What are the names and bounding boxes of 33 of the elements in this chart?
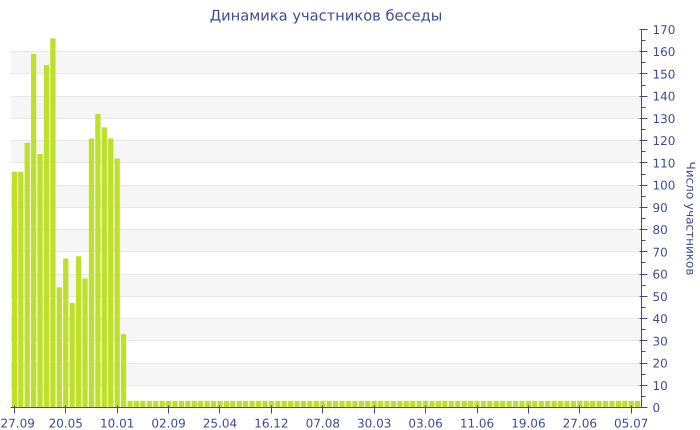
x-tick-label: 20.05 <box>48 416 83 430</box>
x-tick-label: 03.06 <box>408 416 443 430</box>
y-tick-label: 130 <box>652 112 676 126</box>
y-tick-label: 80 <box>652 223 668 238</box>
y-tick-label: 0 <box>652 401 660 415</box>
x-tick-label: 16.12 <box>254 416 289 430</box>
y-tick-label: 50 <box>652 290 668 304</box>
x-tick-label: 05.07 <box>614 416 648 430</box>
y-tick-label: 140 <box>652 90 676 104</box>
y-tick-label: 120 <box>652 134 676 148</box>
x-tick-label: 02.09 <box>151 416 186 430</box>
y-tick-label: 10 <box>652 378 668 393</box>
y-tick-label: 60 <box>652 268 668 282</box>
x-tick-label: 10.01 <box>100 416 134 430</box>
y-tick-label: 90 <box>652 200 668 215</box>
y-tick-label: 110 <box>652 156 676 170</box>
x-tick-label: 27.09 <box>0 416 35 430</box>
x-tick-label: 30.03 <box>357 416 392 430</box>
y-tick-label: 20 <box>652 356 668 371</box>
chart-title: Динамика участников беседы <box>210 8 442 24</box>
y-axis-title: Число участников <box>683 162 698 276</box>
x-tick-label: 11.06 <box>460 416 494 430</box>
y-tick-label: 160 <box>652 45 676 60</box>
x-tick-label: 07.08 <box>306 416 340 430</box>
y-tick-label: 150 <box>652 67 676 82</box>
y-tick-label: 30 <box>652 334 668 348</box>
y-tick-label: 70 <box>652 245 668 260</box>
y-tick-label: 100 <box>652 178 676 193</box>
x-tick-label: 25.04 <box>202 416 238 430</box>
y-tick-label: 40 <box>652 312 668 326</box>
x-tick-label: 27.06 <box>562 416 597 430</box>
y-tick-label: 170 <box>652 23 676 37</box>
x-tick-label: 19.06 <box>511 416 546 430</box>
